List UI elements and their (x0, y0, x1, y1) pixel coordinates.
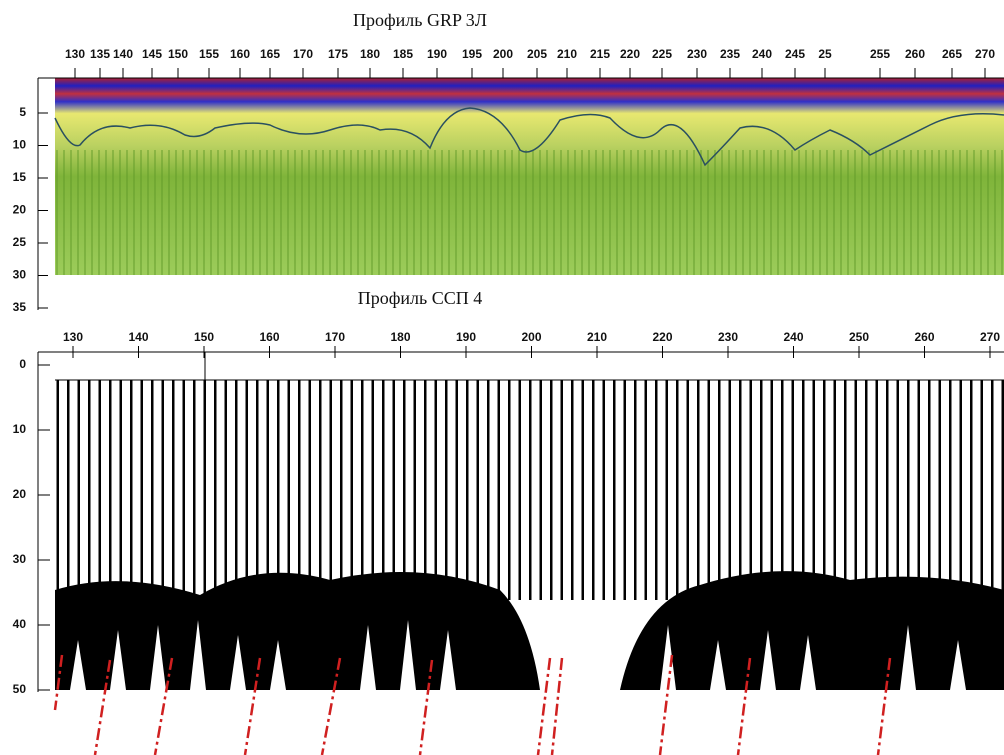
x-tick-label: 195 (462, 47, 482, 61)
x-tick-label: 230 (687, 47, 707, 61)
top-title: Профиль GRP 3Л (353, 10, 487, 30)
x-tick-label: 170 (325, 330, 345, 344)
x-tick-label: 160 (259, 330, 279, 344)
x-tick-label: 205 (527, 47, 547, 61)
y-tick-label: 5 (19, 105, 26, 119)
x-tick-label: 140 (113, 47, 133, 61)
x-tick-label: 225 (652, 47, 672, 61)
x-tick-label: 215 (590, 47, 610, 61)
x-tick-label: 270 (975, 47, 995, 61)
x-tick-label: 260 (914, 330, 934, 344)
x-tick-label: 250 (849, 330, 869, 344)
y-tick-label: 30 (13, 552, 27, 566)
y-tick-label: 30 (13, 268, 27, 282)
x-tick-label: 240 (752, 47, 772, 61)
x-tick-label: 25 (818, 47, 832, 61)
x-tick-label: 240 (783, 330, 803, 344)
x-tick-label: 255 (870, 47, 890, 61)
bottom-title: Профиль ССП 4 (358, 288, 483, 308)
fault-lines (53, 654, 892, 755)
x-tick-label: 160 (230, 47, 250, 61)
x-tick-label: 190 (456, 330, 476, 344)
x-tick-label: 150 (194, 330, 214, 344)
x-tick-label: 220 (620, 47, 640, 61)
y-tick-label: 0 (19, 357, 26, 371)
x-tick-label: 270 (980, 330, 1000, 344)
y-tick-label: 20 (13, 487, 27, 501)
x-tick-label: 150 (168, 47, 188, 61)
y-tick-label: 10 (13, 422, 27, 436)
x-tick-label: 145 (142, 47, 162, 61)
x-tick-label: 135 (90, 47, 110, 61)
x-tick-label: 260 (905, 47, 925, 61)
x-tick-label: 220 (652, 330, 672, 344)
y-tick-label: 20 (13, 203, 27, 217)
x-tick-label: 235 (720, 47, 740, 61)
gpr-texture (55, 150, 1004, 275)
x-tick-label: 165 (260, 47, 280, 61)
x-tick-label: 210 (557, 47, 577, 61)
y-tick-label: 15 (13, 170, 27, 184)
seismic-traces (55, 380, 1004, 600)
x-tick-label: 245 (785, 47, 805, 61)
x-tick-label: 155 (199, 47, 219, 61)
x-tick-label: 175 (328, 47, 348, 61)
x-tick-label: 190 (427, 47, 447, 61)
x-tick-label: 180 (390, 330, 410, 344)
y-tick-label: 10 (13, 138, 27, 152)
x-tick-label: 200 (521, 330, 541, 344)
x-tick-label: 230 (718, 330, 738, 344)
y-tick-label: 50 (13, 682, 27, 696)
x-tick-label: 185 (393, 47, 413, 61)
x-tick-label: 170 (293, 47, 313, 61)
seismic-white (70, 620, 966, 690)
x-tick-label: 210 (587, 330, 607, 344)
y-tick-label: 40 (13, 617, 27, 631)
x-tick-label: 200 (493, 47, 513, 61)
x-tick-label: 130 (65, 47, 85, 61)
y-tick-label: 35 (13, 300, 27, 314)
x-tick-label: 180 (360, 47, 380, 61)
x-tick-label: 140 (128, 330, 148, 344)
x-tick-label: 130 (63, 330, 83, 344)
boundary-line (54, 107, 1004, 167)
y-tick-label: 25 (13, 235, 27, 249)
x-tick-label: 265 (942, 47, 962, 61)
